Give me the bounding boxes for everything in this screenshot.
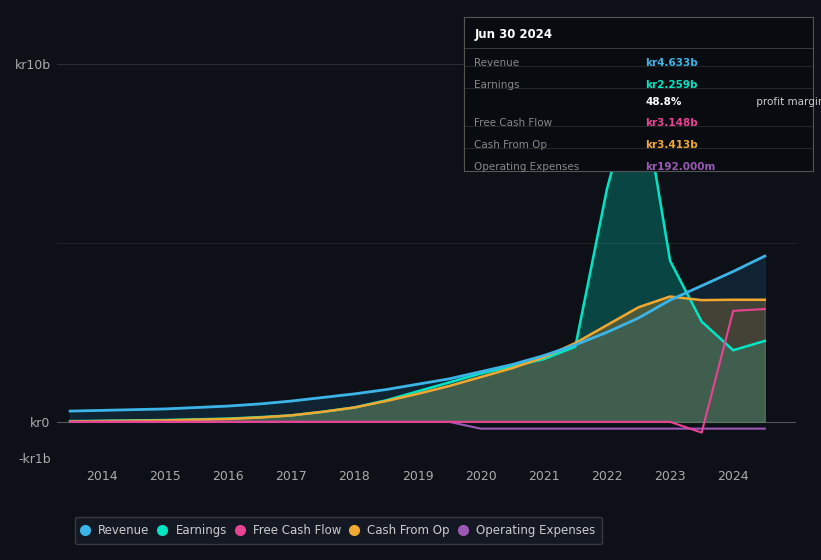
Text: kr3.413b: kr3.413b	[645, 140, 698, 150]
Text: kr4.633b: kr4.633b	[645, 58, 698, 68]
Text: Operating Expenses: Operating Expenses	[475, 161, 580, 171]
Text: Revenue: Revenue	[475, 58, 520, 68]
Text: profit margin: profit margin	[754, 97, 821, 107]
Text: Earnings: Earnings	[475, 80, 520, 90]
Text: /yr: /yr	[819, 140, 821, 150]
Text: kr3.148b: kr3.148b	[645, 119, 698, 128]
Text: Free Cash Flow: Free Cash Flow	[475, 119, 553, 128]
Text: kr192.000m: kr192.000m	[645, 161, 716, 171]
Text: /yr: /yr	[819, 58, 821, 68]
Text: /yr: /yr	[819, 119, 821, 128]
Legend: Revenue, Earnings, Free Cash Flow, Cash From Op, Operating Expenses: Revenue, Earnings, Free Cash Flow, Cash …	[75, 517, 602, 544]
Text: Jun 30 2024: Jun 30 2024	[475, 27, 553, 40]
Text: 48.8%: 48.8%	[645, 97, 681, 107]
Text: Cash From Op: Cash From Op	[475, 140, 548, 150]
Text: /yr: /yr	[819, 80, 821, 90]
Text: kr2.259b: kr2.259b	[645, 80, 698, 90]
